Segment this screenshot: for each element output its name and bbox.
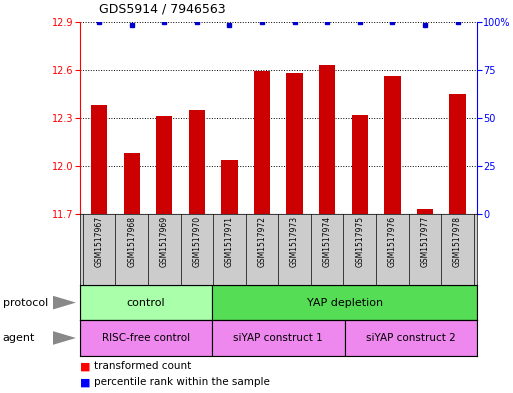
Text: GDS5914 / 7946563: GDS5914 / 7946563 [100, 3, 226, 16]
Text: GSM1517974: GSM1517974 [323, 216, 332, 267]
Polygon shape [53, 296, 76, 310]
Text: GSM1517972: GSM1517972 [258, 216, 267, 267]
Bar [124, 153, 140, 214]
Text: YAP depletion: YAP depletion [306, 298, 383, 308]
Text: GSM1517976: GSM1517976 [388, 216, 397, 267]
Text: transformed count: transformed count [94, 362, 191, 371]
Bar [80, 285, 212, 320]
Text: RISC-free control: RISC-free control [102, 333, 190, 343]
Text: protocol: protocol [3, 298, 48, 308]
Bar [189, 110, 205, 214]
Bar [80, 320, 212, 356]
Text: ■: ■ [80, 377, 90, 387]
Bar [212, 285, 477, 320]
Bar [221, 160, 238, 214]
Text: GSM1517967: GSM1517967 [94, 216, 104, 267]
Text: agent: agent [3, 333, 35, 343]
Text: siYAP construct 1: siYAP construct 1 [233, 333, 323, 343]
Bar [156, 116, 172, 214]
Text: GSM1517973: GSM1517973 [290, 216, 299, 267]
Text: GSM1517970: GSM1517970 [192, 216, 201, 267]
Text: siYAP construct 2: siYAP construct 2 [366, 333, 456, 343]
Text: GSM1517969: GSM1517969 [160, 216, 169, 267]
Text: percentile rank within the sample: percentile rank within the sample [94, 377, 270, 387]
Text: control: control [127, 298, 165, 308]
Bar [286, 73, 303, 214]
Bar [384, 76, 401, 214]
Polygon shape [53, 331, 76, 345]
Text: GSM1517975: GSM1517975 [356, 216, 364, 267]
Bar [417, 209, 433, 214]
Bar [345, 320, 477, 356]
Bar [319, 65, 336, 214]
Bar [254, 72, 270, 214]
Bar [351, 115, 368, 214]
Bar [449, 94, 466, 214]
Bar [91, 105, 107, 214]
Text: GSM1517978: GSM1517978 [453, 216, 462, 267]
Bar [212, 320, 345, 356]
Text: ■: ■ [80, 362, 90, 371]
Text: GSM1517971: GSM1517971 [225, 216, 234, 267]
Text: GSM1517968: GSM1517968 [127, 216, 136, 267]
Text: GSM1517977: GSM1517977 [421, 216, 429, 267]
